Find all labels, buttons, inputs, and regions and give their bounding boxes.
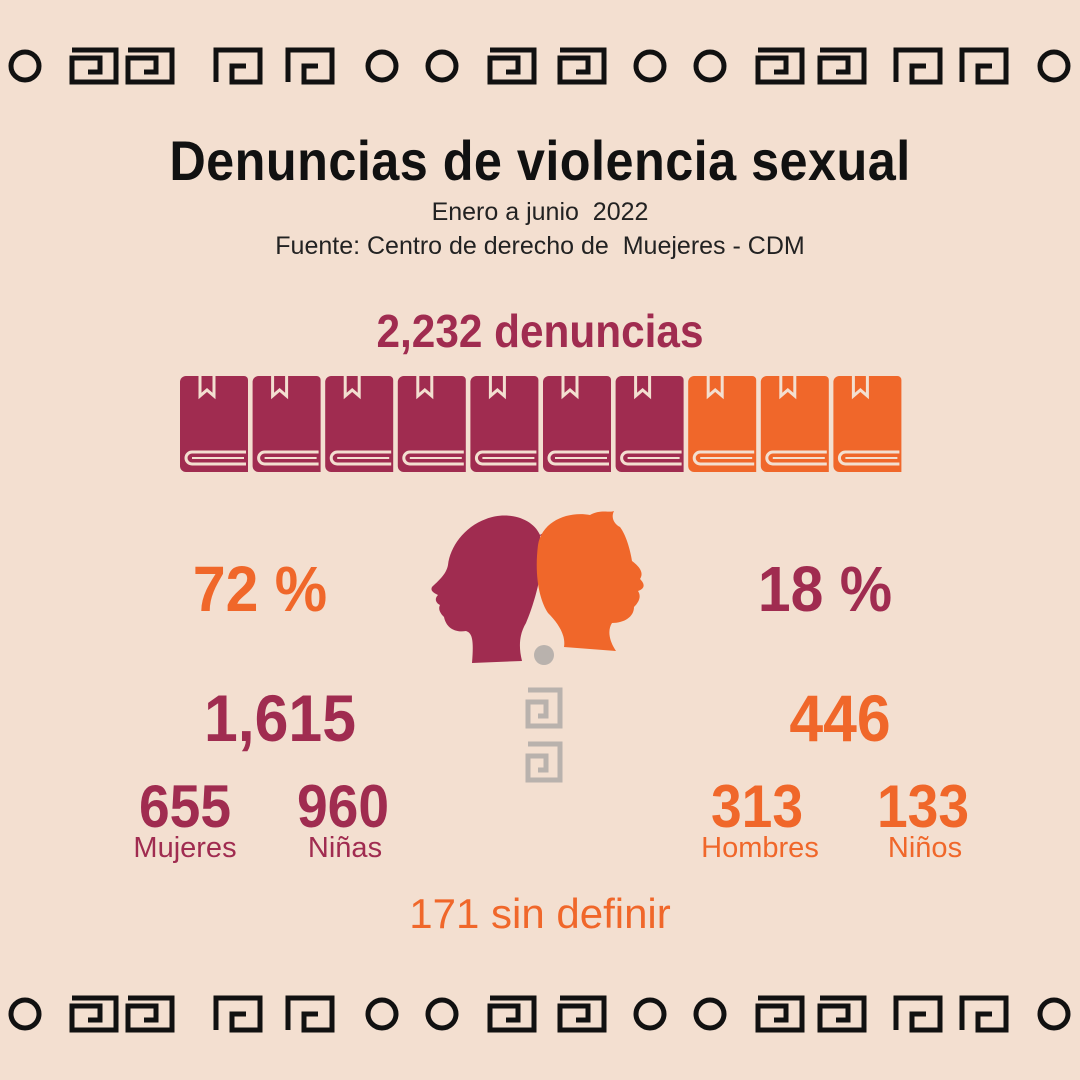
book-icon <box>397 376 466 472</box>
period-subtitle: Enero a junio 2022 <box>431 198 649 226</box>
male-head-icon <box>536 511 644 651</box>
book-icon <box>615 376 684 472</box>
center-decoration <box>525 645 563 783</box>
vertical-greek-key-icon <box>525 687 563 783</box>
girls-label: Niñas <box>307 832 383 864</box>
book-icon <box>688 376 757 472</box>
book-icon <box>543 376 611 472</box>
male-percent: 18 % <box>757 553 893 625</box>
boys-label: Niños <box>887 832 963 864</box>
source-subtitle: Fuente: Centro de derecho de Muejeres - … <box>275 232 805 260</box>
undefined-reports: 171 sin definir <box>409 890 671 937</box>
bottom-greek-key-border <box>8 995 1071 1033</box>
book-icon <box>252 376 321 472</box>
women-label: Mujeres <box>133 832 237 864</box>
women-count: 655 <box>138 773 232 840</box>
book-icon <box>760 376 829 472</box>
men-label: Hombres <box>701 832 819 864</box>
boys-count: 133 <box>876 773 970 840</box>
book-icon <box>470 376 539 472</box>
girls-count: 960 <box>296 773 390 840</box>
total-reports: 2,232 denuncias <box>376 305 704 357</box>
female-percent: 72 % <box>192 553 328 625</box>
gray-dot-icon <box>534 645 554 665</box>
books-icon-row <box>180 376 902 472</box>
female-count: 1,615 <box>204 681 356 755</box>
page-title: Denuncias de violencia sexual <box>169 129 911 192</box>
men-count: 313 <box>710 773 804 840</box>
male-count: 446 <box>789 681 891 755</box>
book-icon <box>325 376 394 472</box>
book-icon <box>180 376 248 472</box>
heads-illustration <box>431 511 644 663</box>
book-icon <box>833 376 902 472</box>
top-greek-key-border <box>8 47 1071 85</box>
